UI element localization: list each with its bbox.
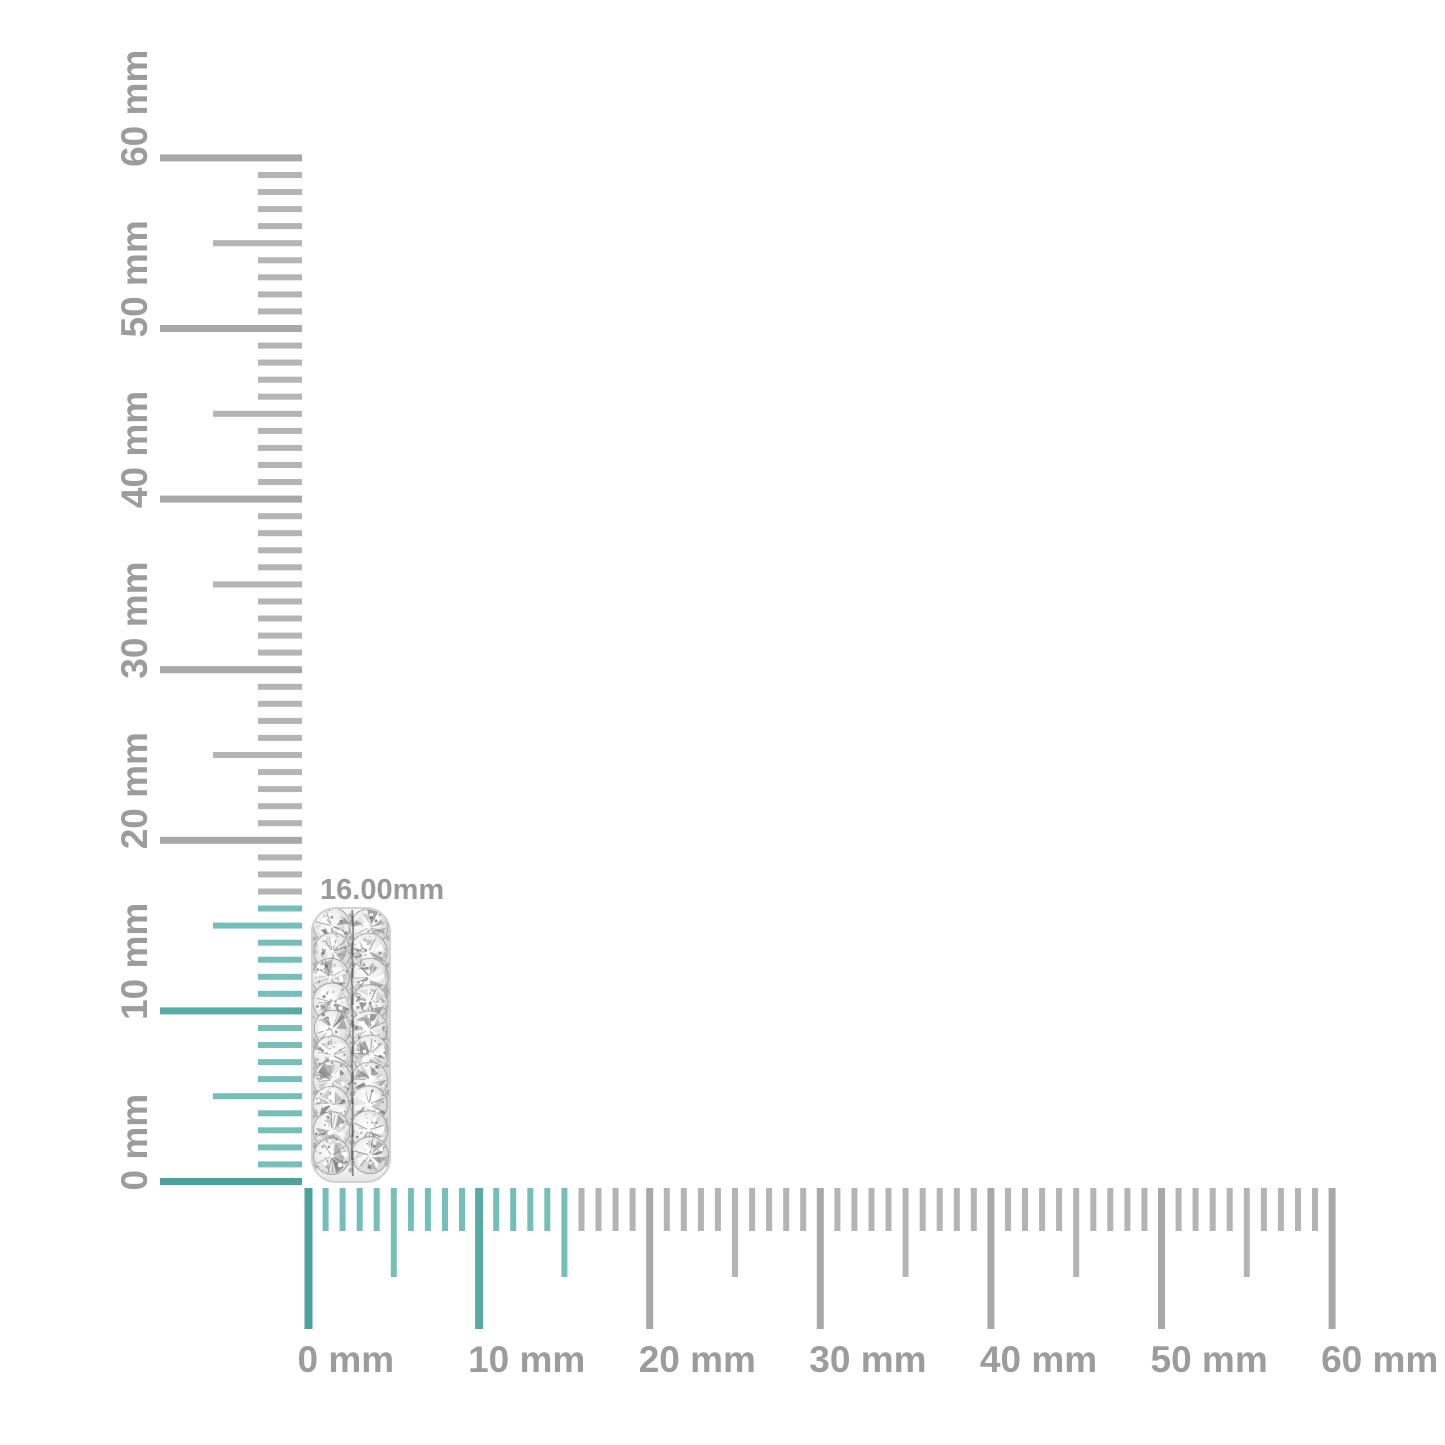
svg-text:0 mm: 0 mm (298, 1339, 395, 1380)
svg-text:50 mm: 50 mm (1151, 1339, 1268, 1380)
svg-text:40 mm: 40 mm (980, 1339, 1097, 1380)
svg-text:40 mm: 40 mm (114, 391, 155, 508)
svg-text:0 mm: 0 mm (114, 1094, 155, 1191)
svg-text:30 mm: 30 mm (114, 561, 155, 678)
svg-text:16.00mm: 16.00mm (320, 874, 444, 906)
svg-text:20 mm: 20 mm (639, 1339, 756, 1380)
svg-text:60 mm: 60 mm (114, 50, 155, 167)
svg-text:50 mm: 50 mm (114, 220, 155, 337)
svg-text:30 mm: 30 mm (809, 1339, 926, 1380)
svg-text:10 mm: 10 mm (114, 903, 155, 1020)
svg-text:60 mm: 60 mm (1321, 1339, 1438, 1380)
svg-text:10 mm: 10 mm (468, 1339, 585, 1380)
svg-text:20 mm: 20 mm (114, 732, 155, 849)
